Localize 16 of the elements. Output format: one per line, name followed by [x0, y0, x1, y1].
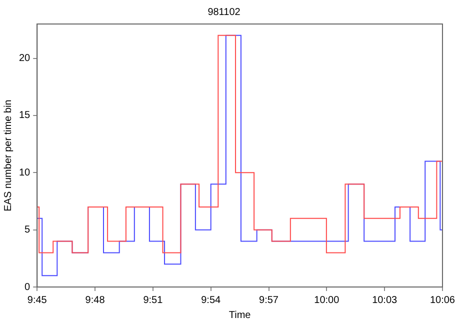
y-tick-label: 15: [19, 110, 31, 122]
y-tick-label: 0: [24, 282, 31, 293]
x-tick-label: 9:57: [259, 294, 279, 306]
x-tick-label: 10:03: [372, 294, 398, 306]
y-axis-title: EAS number per time bin: [2, 100, 14, 212]
x-tick-label: 9:48: [85, 294, 106, 306]
y-tick-label: 5: [24, 224, 31, 236]
x-tick-label: 10:00: [314, 294, 340, 306]
x-tick-label: 9:45: [27, 294, 48, 306]
y-tick-label: 10: [19, 167, 31, 178]
y-tick-label: 20: [19, 53, 31, 64]
x-tick-label: 10:06: [430, 294, 456, 306]
chart-title: 981102: [208, 6, 241, 18]
x-axis-title: Time: [228, 310, 252, 321]
x-tick-label: 9:54: [201, 294, 222, 306]
x-tick-label: 9:51: [143, 294, 164, 306]
